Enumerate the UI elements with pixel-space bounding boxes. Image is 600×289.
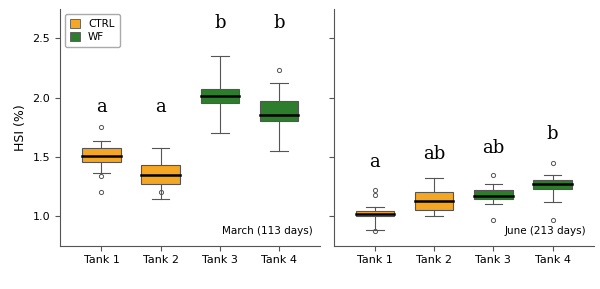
Text: ab: ab	[423, 145, 445, 163]
Bar	[260, 101, 298, 121]
Text: a: a	[96, 99, 107, 116]
Bar	[200, 89, 239, 103]
Text: ab: ab	[482, 139, 505, 157]
Bar	[82, 149, 121, 162]
Text: June (213 days): June (213 days)	[505, 226, 586, 236]
Text: March (113 days): March (113 days)	[222, 226, 313, 236]
Bar	[533, 180, 572, 189]
Text: b: b	[273, 14, 285, 32]
Text: b: b	[214, 14, 226, 32]
Text: b: b	[547, 125, 559, 142]
Bar	[415, 192, 454, 210]
Text: a: a	[155, 99, 166, 116]
Bar	[142, 165, 180, 184]
Bar	[474, 190, 512, 199]
Legend: CTRL, WF: CTRL, WF	[65, 14, 120, 47]
Bar	[356, 211, 394, 216]
Text: a: a	[370, 153, 380, 171]
Y-axis label: HSI (%): HSI (%)	[14, 104, 27, 151]
